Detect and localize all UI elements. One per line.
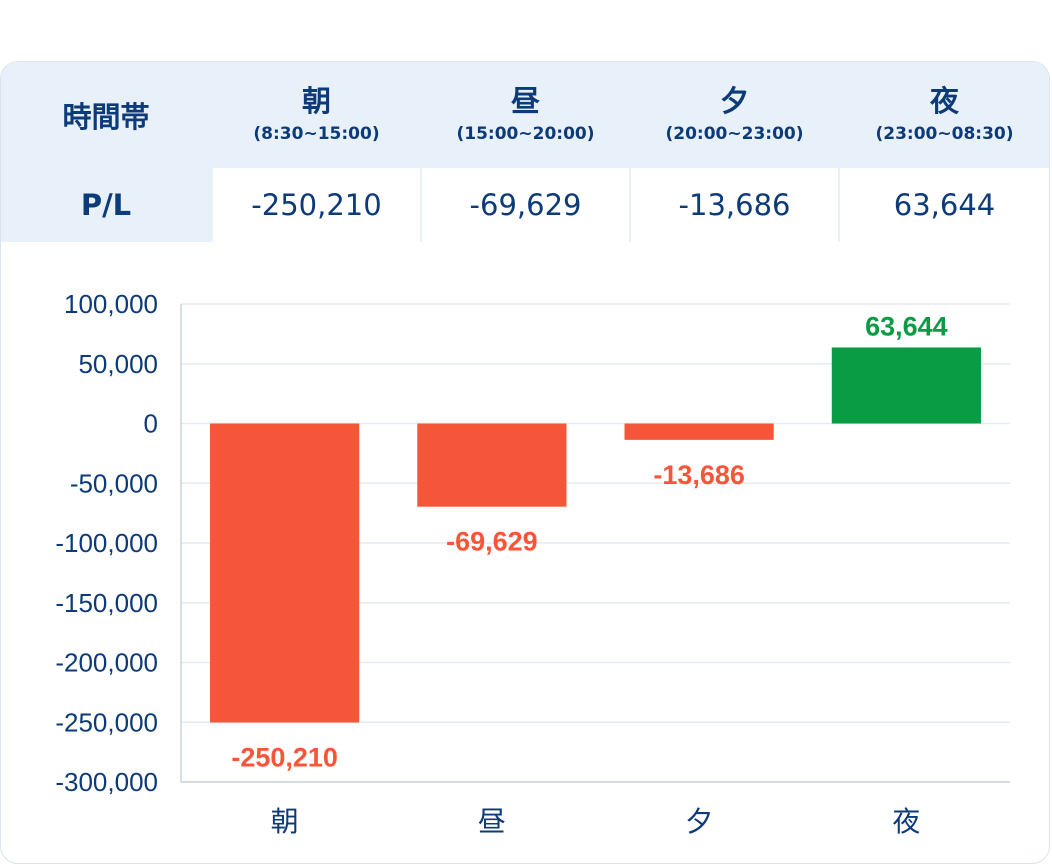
bar: [417, 423, 567, 507]
y-tick-label: -300,000: [55, 767, 158, 797]
period-range: (23:00~08:30): [875, 124, 1014, 144]
period-range: (20:00~23:00): [665, 124, 804, 144]
header-night: 夜 (23:00~08:30): [840, 62, 1049, 168]
period-range: (8:30~15:00): [253, 124, 380, 144]
period-name: 昼: [510, 84, 540, 118]
y-tick-label: -250,000: [55, 707, 158, 737]
pl-value-night: 63,644: [840, 168, 1049, 242]
bar: [831, 347, 981, 424]
pl-value-daytime: -69,629: [422, 168, 629, 242]
data-label: -69,629: [446, 527, 538, 557]
y-tick-label: 100,000: [64, 289, 158, 319]
data-label: -13,686: [653, 460, 745, 490]
y-tick-label: 0: [144, 409, 158, 439]
pl-card: 時間帯 P/L 朝 (8:30~15:00) 昼 (15:00~20:00) 夕…: [0, 61, 1050, 864]
bar: [210, 423, 360, 723]
header-daytime: 昼 (15:00~20:00): [422, 62, 629, 168]
bar: [624, 423, 774, 440]
y-tick-label: -200,000: [55, 648, 158, 678]
header-label: 時間帯: [62, 100, 150, 134]
period-name: 夜: [929, 84, 959, 118]
y-tick-label: -50,000: [70, 468, 158, 498]
y-tick-label: -100,000: [55, 528, 158, 558]
x-tick-label: 昼: [478, 806, 506, 837]
header-evening: 夕 (20:00~23:00): [631, 62, 838, 168]
y-tick-label: -150,000: [55, 588, 158, 618]
pl-value-evening: -13,686: [631, 168, 838, 242]
period-name: 夕: [719, 84, 749, 118]
period-range: (15:00~20:00): [456, 124, 595, 144]
row-label-pl: P/L: [80, 188, 132, 222]
header-morning: 朝 (8:30~15:00): [213, 62, 420, 168]
x-tick-label: 朝: [271, 806, 299, 837]
y-tick-label: 50,000: [78, 349, 158, 379]
pl-summary-table: 時間帯 P/L 朝 (8:30~15:00) 昼 (15:00~20:00) 夕…: [1, 62, 1049, 242]
pl-value-morning: -250,210: [213, 168, 420, 242]
data-label: 63,644: [865, 311, 948, 341]
data-label: -250,210: [231, 743, 338, 773]
x-tick-label: 夜: [892, 806, 920, 837]
x-tick-label: 夕: [685, 806, 713, 837]
period-name: 朝: [301, 84, 331, 118]
